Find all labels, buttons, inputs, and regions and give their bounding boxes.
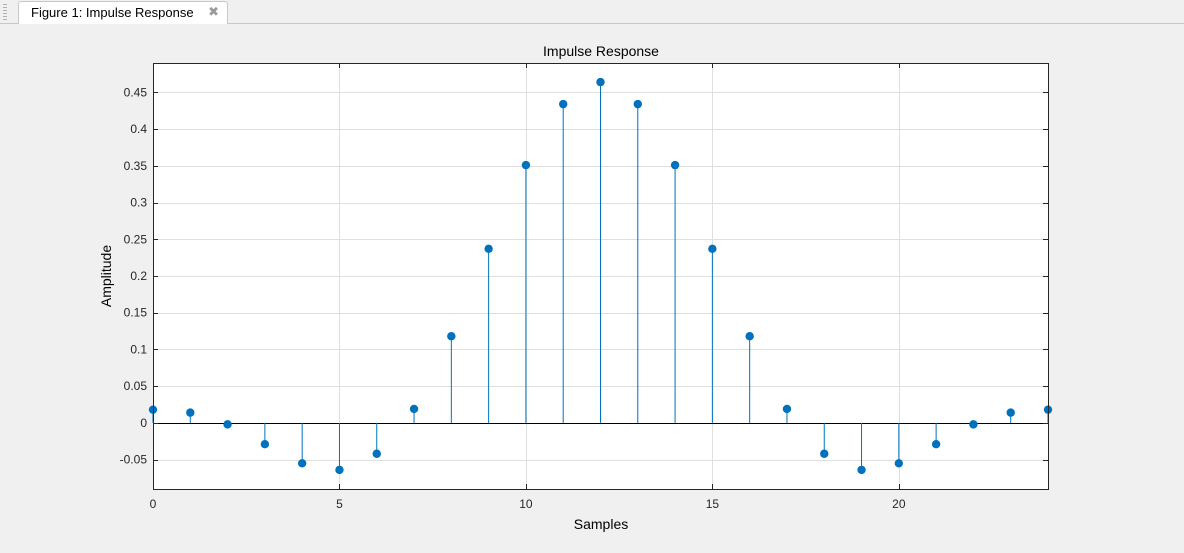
figure-tab-bar: Figure 1: Impulse Response ✖: [0, 0, 1184, 24]
tab-label: Figure 1: Impulse Response: [31, 5, 194, 20]
close-icon[interactable]: ✖: [208, 4, 219, 19]
y-tick-label: 0.3: [130, 196, 147, 210]
x-tick-labels: 0 5 10 15 20: [150, 497, 906, 511]
stem-marker[interactable]: [745, 332, 754, 341]
stem-marker[interactable]: [186, 408, 195, 417]
chart-title: Impulse Response: [543, 43, 659, 59]
y-tick-label: -0.05: [120, 453, 148, 467]
stem-marker[interactable]: [297, 459, 307, 468]
x-tick-label: 5: [336, 497, 343, 511]
stem-marker[interactable]: [521, 160, 531, 170]
x-tick-label: 0: [150, 497, 157, 511]
stem-marker[interactable]: [931, 439, 941, 449]
stem-marker[interactable]: [894, 459, 904, 468]
x-tick-label: 20: [892, 497, 906, 511]
stems: [148, 77, 1053, 475]
stem-marker[interactable]: [223, 420, 232, 429]
stem-marker[interactable]: [670, 160, 680, 170]
stem-marker[interactable]: [372, 449, 381, 458]
axis-ticks: [153, 63, 1048, 489]
y-tick-label: 0.1: [130, 342, 147, 356]
y-tick-label: 0.05: [124, 379, 148, 393]
stem-marker[interactable]: [409, 404, 419, 414]
x-axis-label: Samples: [574, 516, 628, 532]
x-tick-label: 15: [706, 497, 720, 511]
figure-area: Impulse Response 0 5 10 15 20 -0.05 0 0.05 0.1 0…: [0, 24, 1184, 548]
stem-marker[interactable]: [447, 332, 456, 341]
stem-marker[interactable]: [559, 99, 568, 109]
stem-marker[interactable]: [335, 465, 344, 475]
y-tick-label: 0.35: [124, 159, 148, 173]
y-tick-label: 0.4: [130, 122, 147, 136]
drag-grip-icon[interactable]: [3, 4, 7, 20]
stem-marker[interactable]: [1006, 408, 1015, 417]
y-tick-labels: -0.05 0 0.05 0.1 0.15 0.2 0.25 0.3 0.35 0.4 0.45: [120, 85, 148, 466]
y-tick-label: 0.45: [124, 85, 148, 99]
stem-plot: Impulse Response 0 5 10 15 20 -0.05 0 0.05 0.1 0…: [98, 43, 1053, 532]
stem-marker[interactable]: [969, 420, 978, 429]
y-tick-label: 0.2: [130, 269, 147, 283]
stem-marker[interactable]: [820, 449, 829, 458]
stem-marker[interactable]: [260, 439, 270, 449]
stem-marker[interactable]: [484, 244, 493, 254]
tab-figure-1[interactable]: Figure 1: Impulse Response ✖: [18, 1, 228, 24]
stem-marker[interactable]: [596, 77, 605, 87]
y-tick-label: 0.25: [124, 232, 148, 246]
stem-marker[interactable]: [633, 99, 642, 109]
stem-marker[interactable]: [708, 244, 717, 254]
y-tick-label: 0: [140, 416, 147, 430]
stem-marker[interactable]: [857, 465, 866, 475]
y-tick-label: 0.15: [124, 306, 148, 320]
stem-marker[interactable]: [782, 404, 792, 414]
x-tick-label: 10: [519, 497, 533, 511]
y-axis-label: Amplitude: [98, 245, 114, 307]
